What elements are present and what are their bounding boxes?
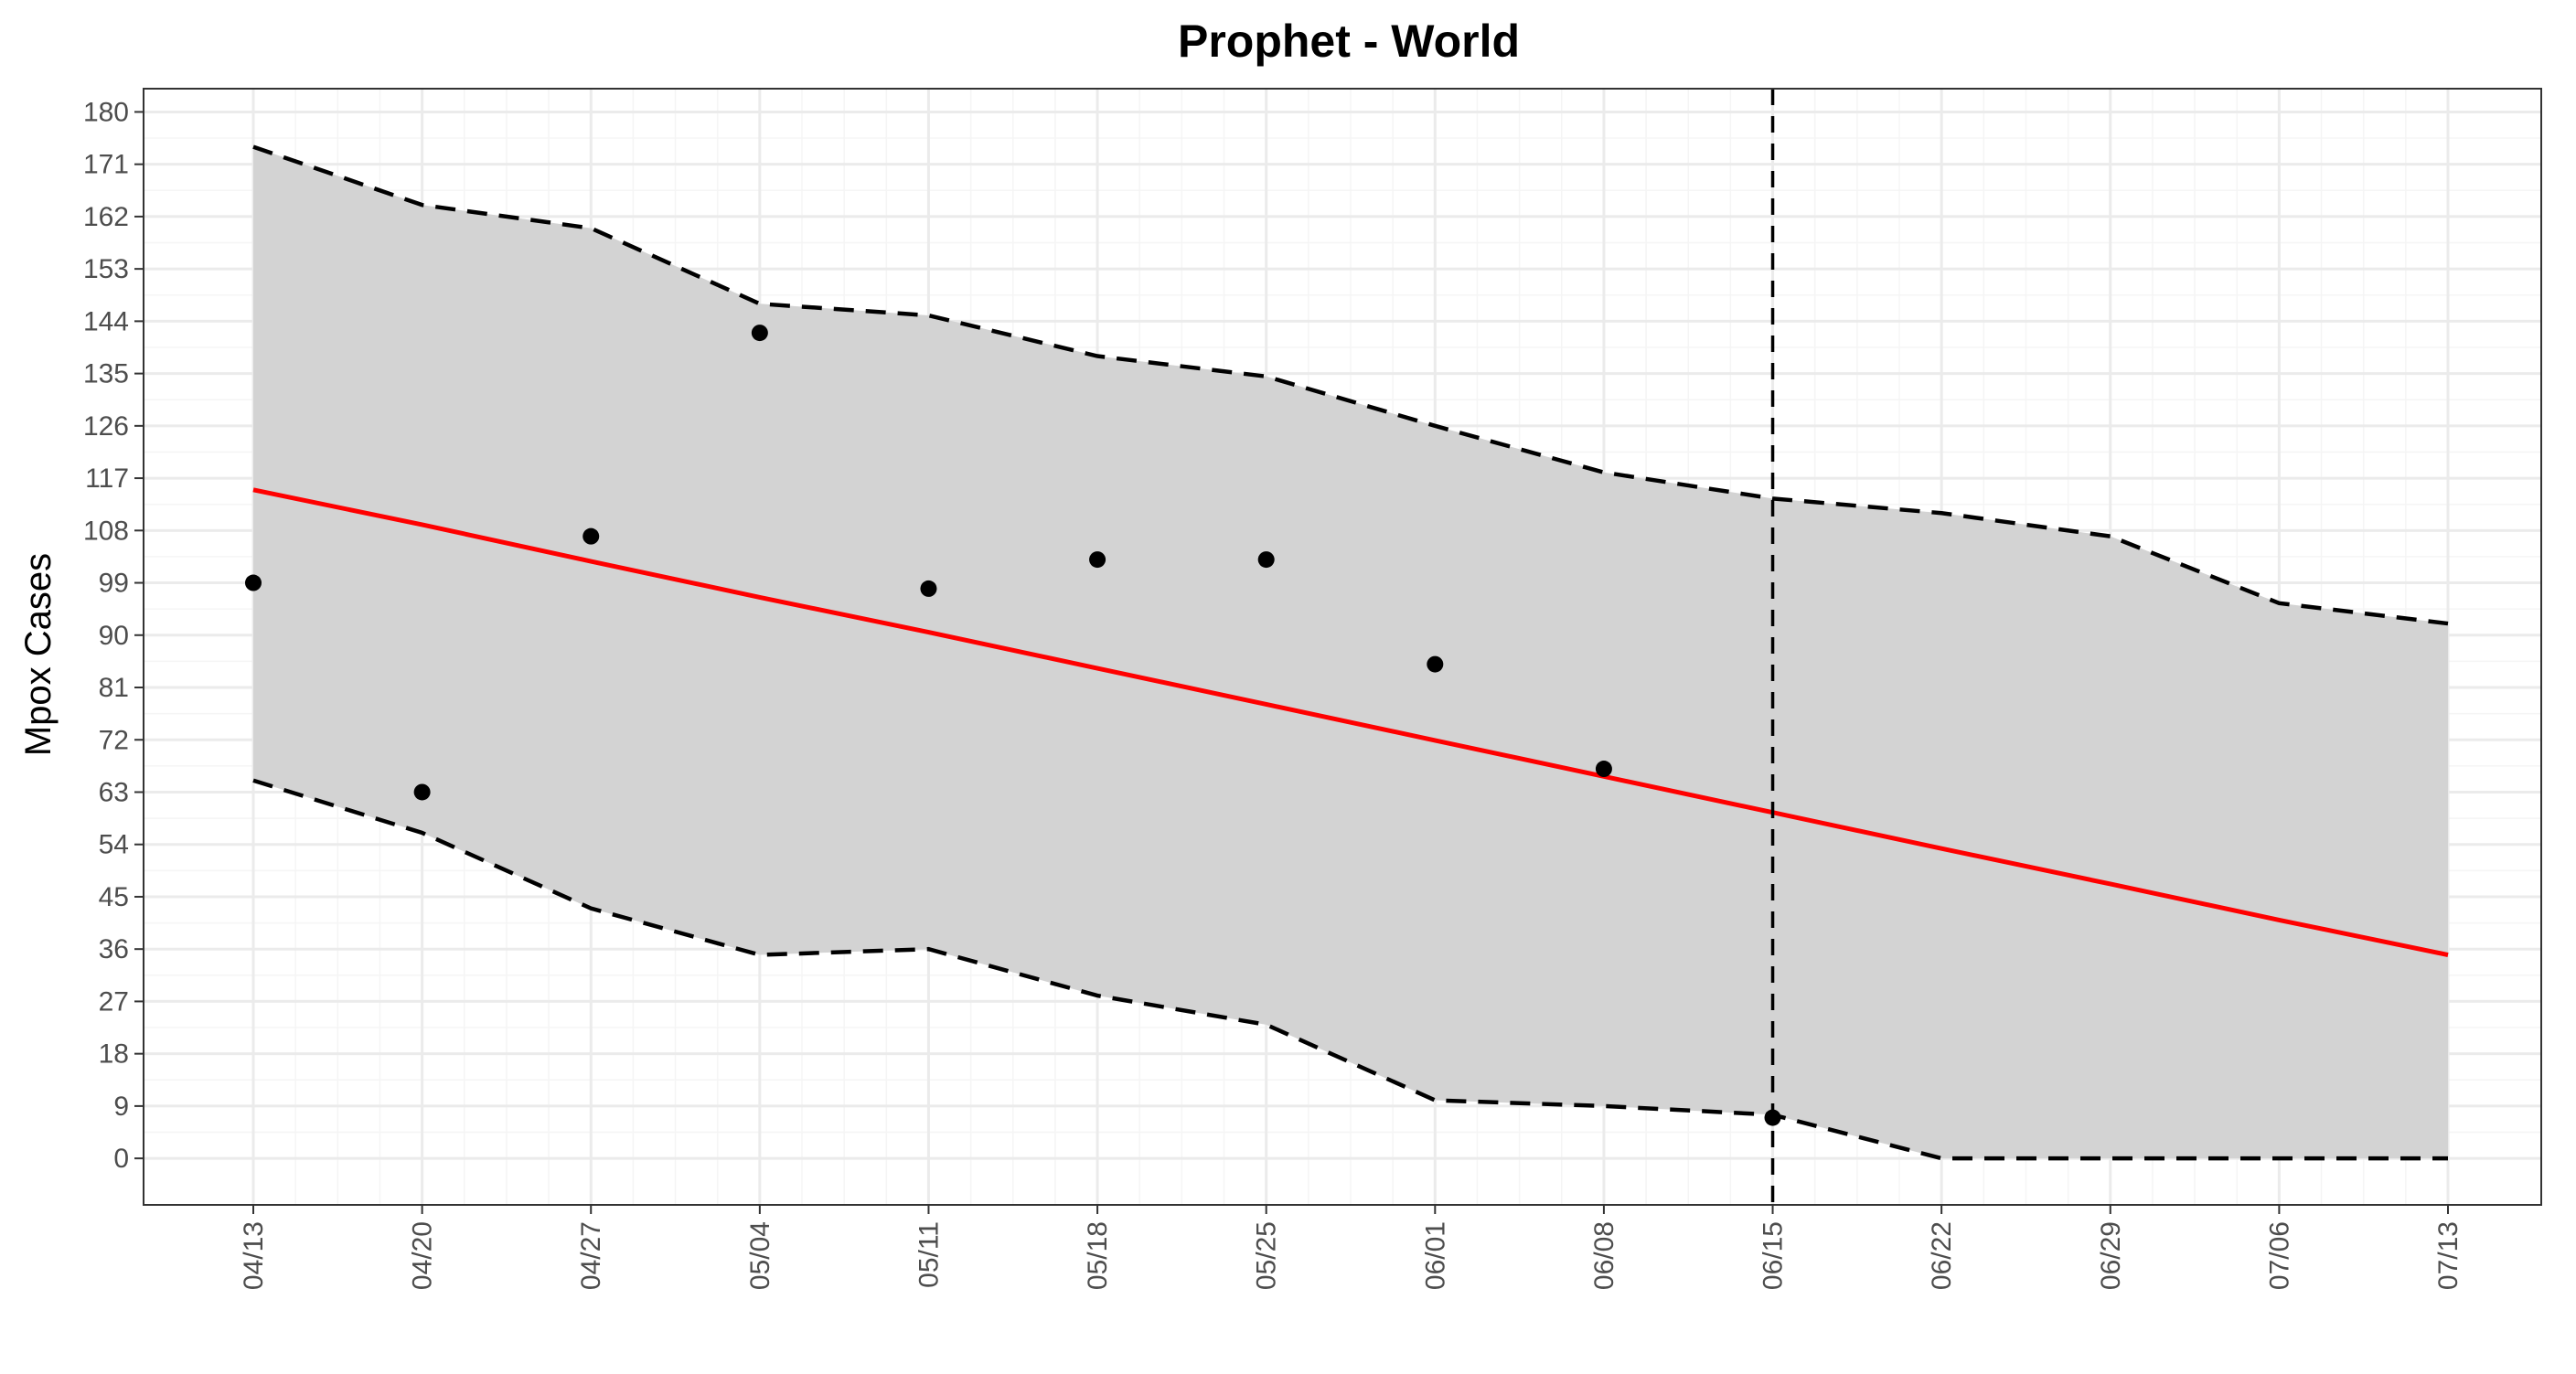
- confidence-band: [253, 146, 2448, 1159]
- forecast-line-path: [252, 487, 2449, 957]
- y-tick-label: 108: [83, 516, 129, 546]
- observed-point: [751, 325, 768, 342]
- y-tick-label: 45: [99, 882, 129, 912]
- y-tick-label: 180: [83, 97, 129, 127]
- x-tick-label: 06/08: [1589, 1221, 1619, 1290]
- x-tick-label: 05/25: [1252, 1221, 1282, 1290]
- observed-points: [245, 325, 1781, 1126]
- interval-bounds: [252, 144, 2449, 1161]
- lower-bound-line: [252, 778, 2448, 1161]
- observed-point: [1427, 655, 1444, 673]
- x-tick-label: 06/15: [1758, 1221, 1789, 1290]
- y-tick-label: 135: [83, 359, 129, 389]
- y-tick-label: 18: [99, 1039, 129, 1070]
- y-tick-label: 27: [99, 986, 129, 1017]
- observed-point: [1595, 761, 1612, 778]
- x-tick-label: 06/01: [1420, 1221, 1450, 1290]
- forecast-line: [252, 487, 2449, 957]
- axes: 0 9 18 27 36 45 54 63 72 81 90 99 108 117 126 135 144 153…: [83, 97, 2464, 1290]
- observed-point: [583, 527, 600, 545]
- x-tick-label: 07/13: [2433, 1221, 2464, 1290]
- x-tick-label: 04/13: [239, 1221, 269, 1290]
- y-tick-label: 9: [113, 1092, 129, 1122]
- x-tick-label: 06/22: [1927, 1221, 1957, 1290]
- chart-title: Prophet - World: [1178, 16, 1520, 67]
- panel-frame: [143, 88, 2542, 1206]
- x-tick-label: 07/06: [2264, 1221, 2294, 1290]
- upper-bound-line: [252, 144, 2449, 626]
- observed-point: [1257, 551, 1275, 569]
- y-tick-label: 54: [99, 830, 129, 860]
- observed-point: [920, 580, 937, 597]
- x-tick-label: 04/20: [408, 1221, 438, 1290]
- y-axis-label: Mpox Cases: [18, 553, 59, 756]
- observed-point: [413, 783, 431, 801]
- y-tick-label: 0: [113, 1144, 129, 1174]
- x-tick-label: 05/18: [1083, 1221, 1113, 1290]
- observed-point: [245, 574, 262, 591]
- x-tick-label: 05/11: [914, 1221, 944, 1288]
- y-tick-label: 144: [83, 306, 129, 336]
- observed-point: [1764, 1109, 1781, 1126]
- y-tick-label: 162: [83, 202, 129, 232]
- y-tick-label: 72: [99, 725, 129, 755]
- y-tick-label: 117: [85, 463, 129, 494]
- panel-border: [143, 88, 2542, 1206]
- y-tick-label: 63: [99, 777, 129, 807]
- x-tick-label: 04/27: [576, 1221, 606, 1290]
- x-tick-label: 05/04: [745, 1221, 775, 1290]
- y-tick-label: 99: [99, 569, 129, 599]
- x-tick-label: 06/29: [2096, 1221, 2126, 1290]
- confidence-band-area: [253, 146, 2448, 1159]
- observed-point: [1089, 551, 1106, 569]
- y-tick-label: 81: [99, 673, 129, 703]
- y-tick-label: 36: [99, 934, 129, 964]
- y-tick-label: 126: [83, 411, 129, 442]
- y-tick-label: 153: [83, 254, 129, 284]
- y-tick-label: 90: [99, 621, 129, 651]
- y-tick-label: 171: [83, 150, 129, 180]
